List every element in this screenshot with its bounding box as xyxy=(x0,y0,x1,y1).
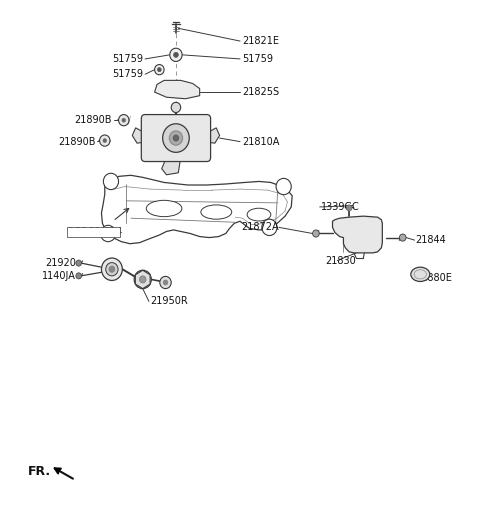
Text: REF.60-624: REF.60-624 xyxy=(68,228,122,237)
Circle shape xyxy=(262,219,277,235)
Circle shape xyxy=(109,266,115,272)
Text: 21880E: 21880E xyxy=(416,273,453,283)
Circle shape xyxy=(312,230,319,237)
Circle shape xyxy=(174,52,179,57)
Circle shape xyxy=(119,115,129,126)
FancyArrowPatch shape xyxy=(54,468,73,479)
Ellipse shape xyxy=(146,200,182,217)
Polygon shape xyxy=(162,157,180,175)
Text: 21825S: 21825S xyxy=(242,87,279,97)
Text: 21950R: 21950R xyxy=(150,296,188,307)
Text: 21821E: 21821E xyxy=(242,36,279,46)
Circle shape xyxy=(103,139,107,142)
Polygon shape xyxy=(132,128,145,143)
Text: 51759: 51759 xyxy=(112,69,143,79)
Text: 51759: 51759 xyxy=(242,54,274,64)
Circle shape xyxy=(160,277,171,288)
Circle shape xyxy=(106,263,118,276)
Circle shape xyxy=(134,270,151,288)
Text: 1339GC: 1339GC xyxy=(321,202,360,212)
Circle shape xyxy=(76,260,82,266)
Circle shape xyxy=(169,131,182,145)
Text: 21890B: 21890B xyxy=(74,115,112,125)
Circle shape xyxy=(399,234,406,241)
Text: 1140JA: 1140JA xyxy=(42,271,76,281)
Polygon shape xyxy=(135,270,150,288)
Circle shape xyxy=(100,225,116,241)
Ellipse shape xyxy=(247,208,271,221)
Polygon shape xyxy=(207,128,219,143)
FancyBboxPatch shape xyxy=(67,227,120,237)
Text: 21890B: 21890B xyxy=(58,137,96,147)
Circle shape xyxy=(171,102,180,112)
Text: 21872A: 21872A xyxy=(241,222,279,232)
Text: 51759: 51759 xyxy=(112,54,143,64)
Ellipse shape xyxy=(201,205,232,219)
Circle shape xyxy=(103,173,119,189)
FancyBboxPatch shape xyxy=(141,115,211,162)
Polygon shape xyxy=(155,80,200,99)
Circle shape xyxy=(276,179,291,195)
Text: 21810A: 21810A xyxy=(242,137,280,147)
Circle shape xyxy=(122,118,126,122)
Circle shape xyxy=(163,280,168,285)
Circle shape xyxy=(76,273,82,279)
Text: 21844: 21844 xyxy=(416,235,446,245)
Circle shape xyxy=(346,205,352,211)
Polygon shape xyxy=(333,216,383,253)
Circle shape xyxy=(157,68,161,72)
Text: 21830: 21830 xyxy=(325,255,356,266)
Circle shape xyxy=(170,48,182,61)
Text: 21920: 21920 xyxy=(46,258,76,268)
Circle shape xyxy=(101,258,122,281)
Text: FR.: FR. xyxy=(27,465,50,478)
Circle shape xyxy=(163,124,189,152)
Circle shape xyxy=(139,276,146,283)
Circle shape xyxy=(173,135,179,141)
Ellipse shape xyxy=(411,267,430,282)
Circle shape xyxy=(155,64,164,75)
Circle shape xyxy=(99,135,110,146)
